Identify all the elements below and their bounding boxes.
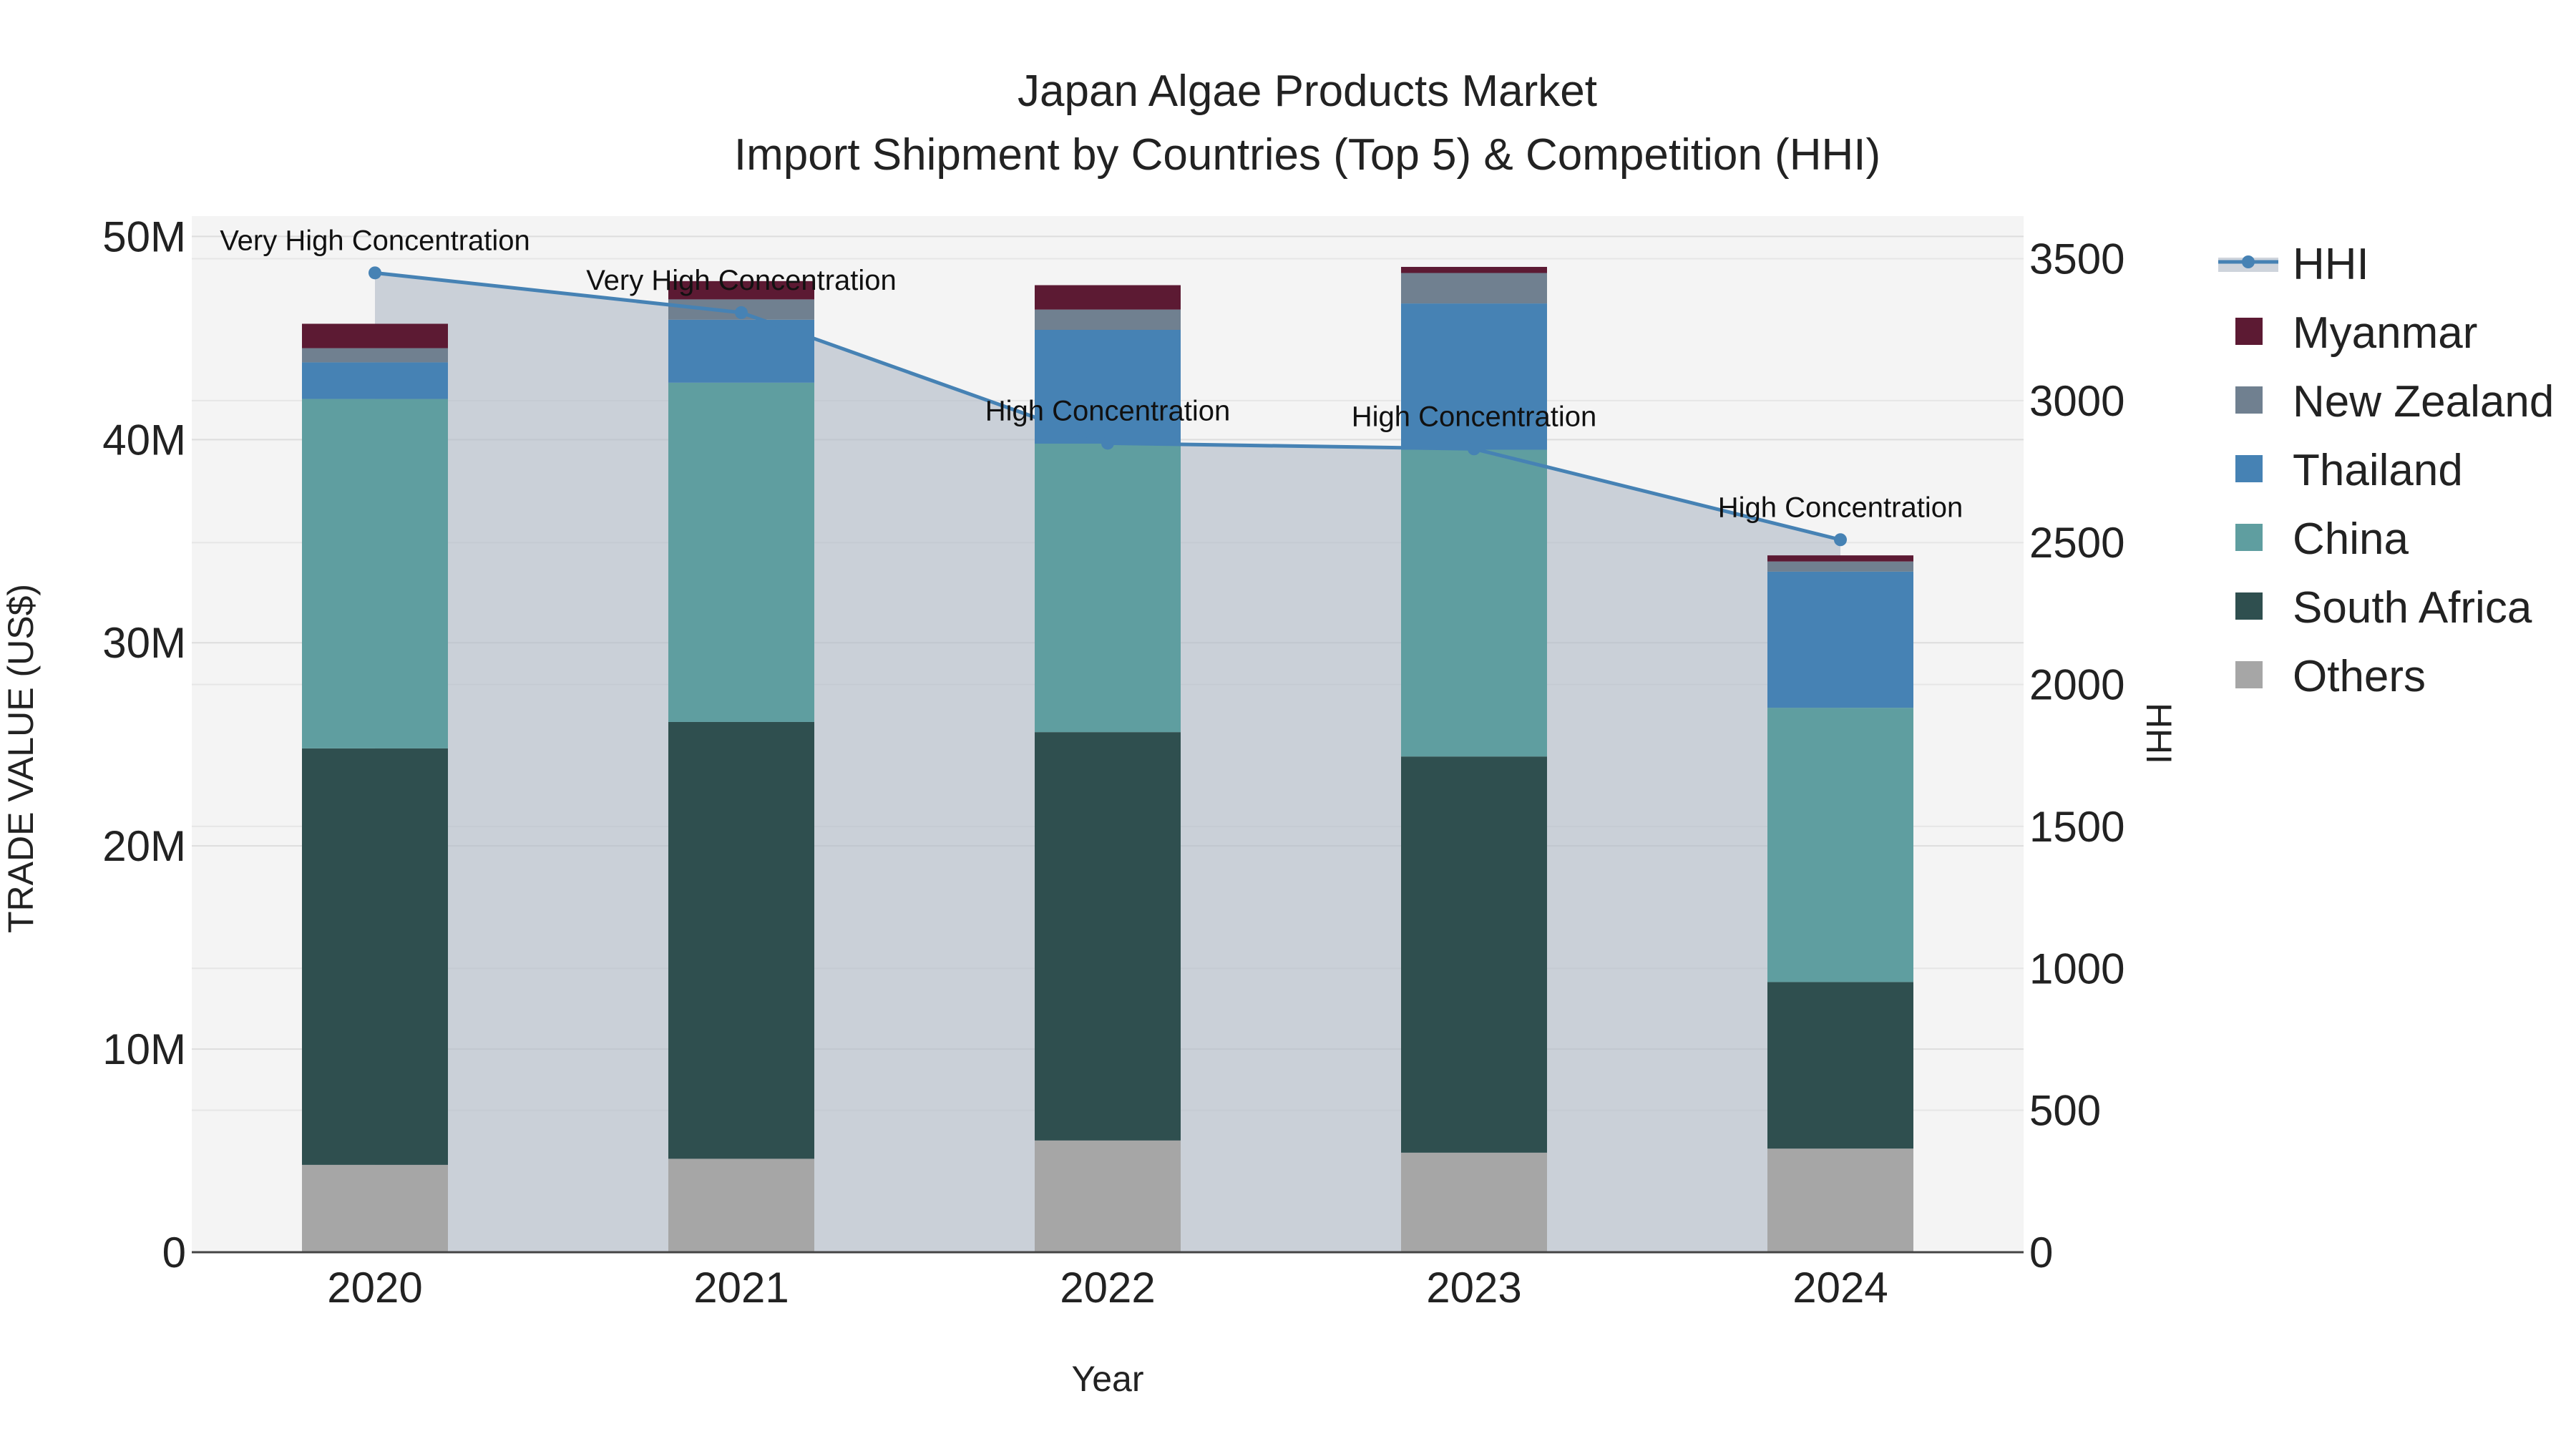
bar-new-zealand-2023 bbox=[1401, 273, 1547, 304]
legend-item-south-africa: South Africa bbox=[2235, 583, 2532, 633]
bar-thailand-2023 bbox=[1401, 303, 1547, 450]
x-tick-label: 2023 bbox=[1426, 1264, 1521, 1312]
legend-swatch bbox=[2235, 524, 2263, 551]
bar-new-zealand-2020 bbox=[302, 348, 448, 363]
bar-others-2021 bbox=[668, 1158, 814, 1252]
bar-myanmar-2021 bbox=[668, 280, 814, 300]
bar-others-2020 bbox=[302, 1164, 448, 1252]
legend-item-china: China bbox=[2235, 514, 2409, 564]
hhi-annotation-2021: Very High Concentration bbox=[586, 265, 897, 296]
y-tick-label: 0 bbox=[162, 1229, 186, 1277]
bar-south-africa-2020 bbox=[302, 748, 448, 1165]
legend-item-others: Others bbox=[2235, 652, 2426, 701]
bar-south-africa-2022 bbox=[1035, 732, 1181, 1141]
bar-south-africa-2023 bbox=[1401, 756, 1547, 1153]
hhi-point-2021 bbox=[735, 306, 748, 319]
y-axis-ticks: 0 10M 20M 30M 40M 50M bbox=[102, 213, 186, 1277]
legend-swatch bbox=[2235, 661, 2263, 688]
legend-label: New Zealand bbox=[2293, 377, 2554, 426]
hhi-annotation-2024: High Concentration bbox=[1718, 492, 1963, 523]
legend-label: China bbox=[2293, 514, 2409, 564]
x-tick-label: 2020 bbox=[327, 1264, 422, 1312]
hhi-annotation-2022: High Concentration bbox=[985, 395, 1230, 426]
y2-tick-label: 500 bbox=[2029, 1087, 2101, 1135]
bar-china-2023 bbox=[1401, 449, 1547, 757]
bar-thailand-2020 bbox=[302, 362, 448, 399]
bar-others-2023 bbox=[1401, 1152, 1547, 1252]
chart-subtitle: Import Shipment by Countries (Top 5) & C… bbox=[734, 130, 1880, 180]
legend: HHI Myanmar New Zealand Thailand China South … bbox=[2218, 240, 2554, 701]
bars bbox=[302, 266, 1913, 1252]
y2-axis-ticks: 0 500 1000 1500 2000 2500 3000 3500 bbox=[2029, 235, 2124, 1277]
y2-tick-label: 1500 bbox=[2029, 803, 2124, 851]
y-tick-label: 20M bbox=[102, 822, 186, 870]
bar-south-africa-2021 bbox=[668, 721, 814, 1159]
hhi-line: Very High Concentration Very High Concent… bbox=[220, 225, 1963, 547]
y-tick-label: 40M bbox=[102, 416, 186, 464]
legend-label: Thailand bbox=[2293, 446, 2463, 495]
chart-title: Japan Algae Products Market bbox=[1018, 67, 1597, 116]
legend-item-thailand: Thailand bbox=[2235, 446, 2463, 495]
hhi-point-2023 bbox=[1468, 442, 1480, 456]
y2-tick-label: 2000 bbox=[2029, 661, 2124, 709]
y2-tick-label: 1000 bbox=[2029, 945, 2124, 992]
hhi-annotation-2023: High Concentration bbox=[1352, 401, 1596, 432]
legend-item-new-zealand: New Zealand bbox=[2235, 377, 2554, 426]
y2-tick-label: 3000 bbox=[2029, 377, 2124, 425]
legend-swatch bbox=[2235, 318, 2263, 345]
y-tick-label: 50M bbox=[102, 213, 186, 260]
legend-label: Myanmar bbox=[2293, 308, 2477, 358]
bar-china-2022 bbox=[1035, 443, 1181, 733]
legend-swatch bbox=[2235, 455, 2263, 482]
bar-others-2022 bbox=[1035, 1140, 1181, 1252]
x-axis-label: Year bbox=[1071, 1359, 1143, 1399]
x-axis-ticks: 2020 2021 2022 2023 2024 bbox=[327, 1264, 1888, 1312]
y-axis-label: TRADE VALUE (US$) bbox=[1, 584, 41, 933]
x-tick-label: 2024 bbox=[1792, 1264, 1888, 1312]
bar-china-2024 bbox=[1767, 708, 1913, 982]
bar-myanmar-2023 bbox=[1401, 266, 1547, 273]
y2-tick-label: 0 bbox=[2029, 1229, 2053, 1277]
bar-others-2024 bbox=[1767, 1148, 1913, 1252]
bar-myanmar-2024 bbox=[1767, 555, 1913, 562]
bar-new-zealand-2022 bbox=[1035, 309, 1181, 330]
bar-myanmar-2022 bbox=[1035, 285, 1181, 310]
legend-label: HHI bbox=[2293, 240, 2369, 289]
hhi-point-2022 bbox=[1101, 436, 1114, 450]
hhi-point-2020 bbox=[369, 266, 381, 280]
legend-label: South Africa bbox=[2293, 583, 2532, 633]
y2-tick-label: 3500 bbox=[2029, 235, 2124, 283]
bar-new-zealand-2024 bbox=[1767, 561, 1913, 572]
x-tick-label: 2021 bbox=[693, 1264, 789, 1312]
bar-china-2020 bbox=[302, 399, 448, 748]
legend-swatch-marker bbox=[2242, 255, 2255, 268]
hhi-point-2024 bbox=[1834, 533, 1847, 547]
bar-china-2021 bbox=[668, 382, 814, 722]
bar-myanmar-2020 bbox=[302, 323, 448, 348]
legend-label: Others bbox=[2293, 652, 2426, 701]
bar-thailand-2024 bbox=[1767, 571, 1913, 708]
legend-swatch bbox=[2235, 386, 2263, 414]
bar-south-africa-2024 bbox=[1767, 982, 1913, 1149]
legend-item-hhi: HHI bbox=[2218, 240, 2369, 289]
x-tick-label: 2022 bbox=[1060, 1264, 1155, 1312]
y-tick-label: 30M bbox=[102, 619, 186, 667]
y2-axis-label: HHI bbox=[2139, 703, 2179, 764]
legend-swatch bbox=[2235, 592, 2263, 620]
legend-item-myanmar: Myanmar bbox=[2235, 308, 2477, 358]
hhi-annotation-2020: Very High Concentration bbox=[220, 225, 530, 256]
y2-tick-label: 2500 bbox=[2029, 519, 2124, 567]
y-tick-label: 10M bbox=[102, 1025, 186, 1073]
